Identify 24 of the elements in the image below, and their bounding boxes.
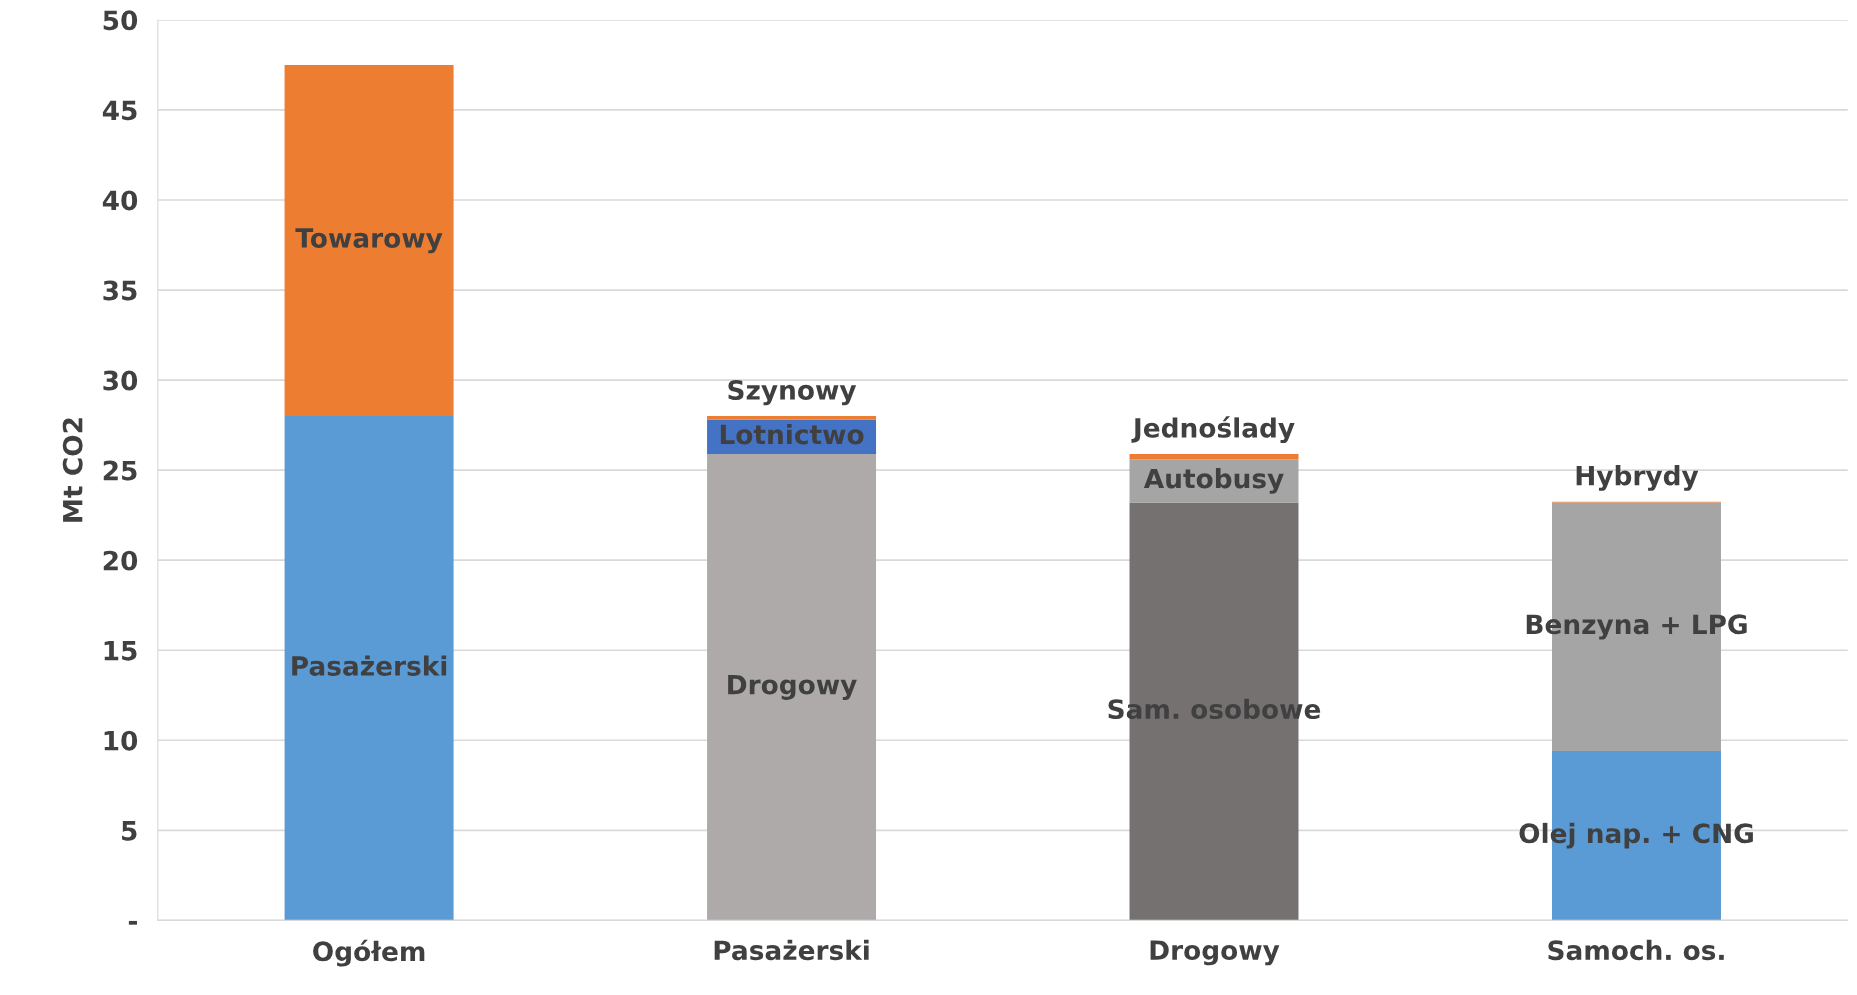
- y-tick-label: 40: [102, 190, 138, 211]
- y-tick-label: 30: [103, 370, 138, 391]
- x-tick-label: Samoch. os.: [1548, 939, 1724, 961]
- series-label: Drogowy: [728, 674, 857, 700]
- y-tick-label: -: [128, 920, 137, 925]
- series-label: Jednoślady: [1131, 416, 1295, 444]
- x-tick-label: Drogowy: [1150, 940, 1280, 966]
- series-label: Autobusy: [1143, 468, 1284, 494]
- x-tick-label: Ogółem: [313, 939, 425, 967]
- series-label: Lotnictwo: [720, 424, 864, 445]
- y-tick-label: 35: [103, 280, 137, 301]
- series-label: Szynowy: [728, 380, 857, 406]
- y-tick-label: 25: [103, 460, 137, 481]
- y-tick-label: 50: [103, 10, 138, 31]
- series-label: Towarowy: [295, 228, 443, 254]
- series-label: Pasażerski: [292, 655, 447, 676]
- y-axis-title: Mt CO2: [62, 418, 83, 522]
- y-tick-label: 20: [103, 550, 138, 571]
- y-tick-label: 5: [122, 821, 137, 841]
- y-tick-label: 15: [104, 641, 137, 661]
- series-label: Hybrydy: [1576, 465, 1699, 491]
- y-tick-label: 10: [104, 730, 138, 751]
- y-tick-label: 45: [102, 100, 137, 121]
- x-tick-label: Pasażerski: [714, 939, 869, 961]
